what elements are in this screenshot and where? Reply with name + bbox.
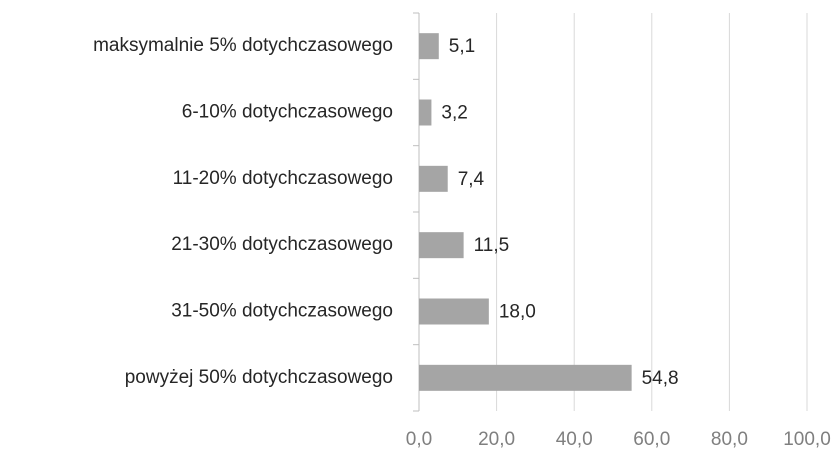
x-tick-label: 40,0 [556, 429, 593, 450]
bar [419, 232, 464, 259]
data-label: 5,1 [449, 36, 475, 57]
y-tick-label: maksymalnie 5% dotychczasowego [93, 35, 393, 56]
y-tick-label: powyżej 50% dotychczasowego [125, 367, 393, 388]
x-tick-label: 100,0 [783, 429, 831, 450]
bar [419, 364, 632, 391]
data-label: 54,8 [642, 368, 679, 389]
bar [419, 33, 439, 60]
y-tick-label: 11-20% dotychczasowego [173, 168, 393, 189]
x-tick-label: 0,0 [406, 429, 432, 450]
data-label: 7,4 [458, 169, 485, 190]
y-tick-label: 31-50% dotychczasowego [171, 301, 393, 322]
bar [419, 99, 432, 126]
data-label: 18,0 [499, 302, 536, 323]
bar [419, 298, 489, 325]
x-tick-label: 20,0 [478, 429, 515, 450]
y-tick-label: 21-30% dotychczasowego [171, 234, 393, 255]
x-tick-label: 60,0 [633, 429, 670, 450]
data-label: 11,5 [474, 235, 510, 256]
y-tick-label: 6-10% dotychczasowego [182, 102, 393, 123]
bar [419, 165, 448, 192]
data-label: 3,2 [441, 103, 467, 124]
x-tick-label: 80,0 [711, 429, 748, 450]
